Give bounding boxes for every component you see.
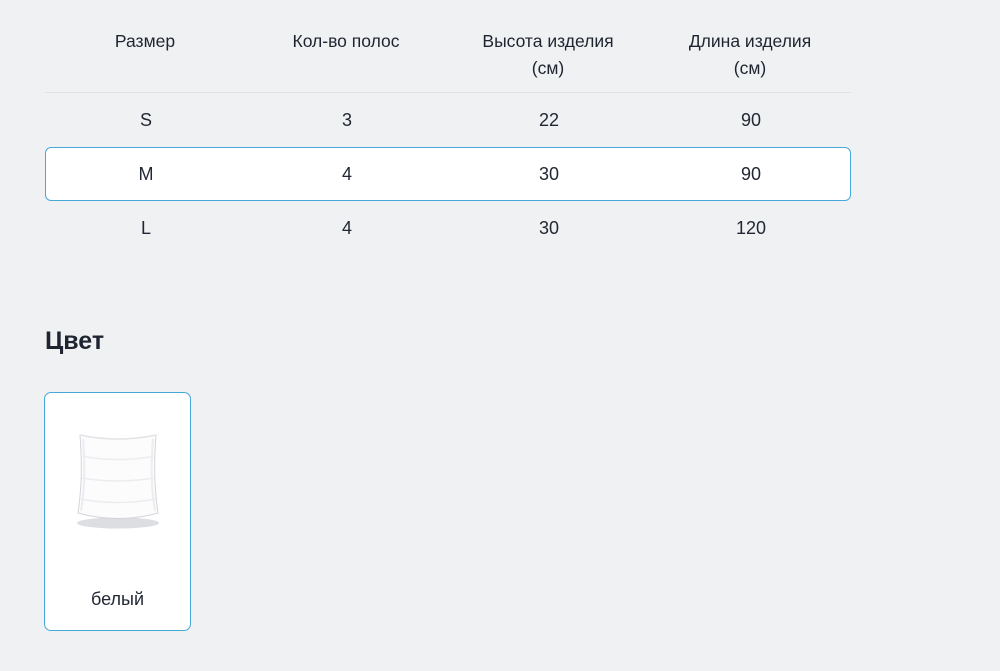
cell-strips: 4 xyxy=(341,164,352,184)
column-header-label: Длина изделия xyxy=(688,31,812,51)
column-header-unit: (см) xyxy=(531,58,565,78)
cell-strips: 3 xyxy=(341,110,352,130)
column-header-label: Размер xyxy=(114,31,176,51)
corset-product-image xyxy=(70,425,166,536)
column-header-unit: (см) xyxy=(733,58,767,78)
cell-strips: 4 xyxy=(341,218,352,238)
color-section-title: Цвет xyxy=(45,327,105,355)
cell-size: S xyxy=(139,110,152,130)
column-header-label: Кол-во полос xyxy=(292,31,400,51)
cell-size: M xyxy=(138,164,154,184)
column-header-height: Высота изделия (см) xyxy=(447,28,649,82)
size-row-m[interactable]: M 4 30 90 xyxy=(45,147,851,201)
cell-height: 22 xyxy=(538,110,560,130)
column-header-strips: Кол-во полос xyxy=(245,28,447,82)
color-option-label: белый xyxy=(90,589,144,609)
column-header-length: Длина изделия (см) xyxy=(649,28,851,82)
cell-length: 90 xyxy=(740,164,762,184)
cell-size: L xyxy=(140,218,151,238)
cell-height: 30 xyxy=(538,164,560,184)
size-table: Размер Кол-во полос Высота изделия (см) … xyxy=(45,28,851,255)
cell-length: 90 xyxy=(740,110,762,130)
cell-length: 120 xyxy=(735,218,767,238)
column-header-size: Размер xyxy=(45,28,245,82)
cell-height: 30 xyxy=(538,218,560,238)
size-row-l[interactable]: L 4 30 120 xyxy=(45,201,851,255)
size-row-s[interactable]: S 3 22 90 xyxy=(45,93,851,147)
color-option-white[interactable]: белый xyxy=(44,392,191,631)
size-table-header: Размер Кол-во полос Высота изделия (см) … xyxy=(45,28,851,93)
column-header-label: Высота изделия xyxy=(482,31,614,51)
